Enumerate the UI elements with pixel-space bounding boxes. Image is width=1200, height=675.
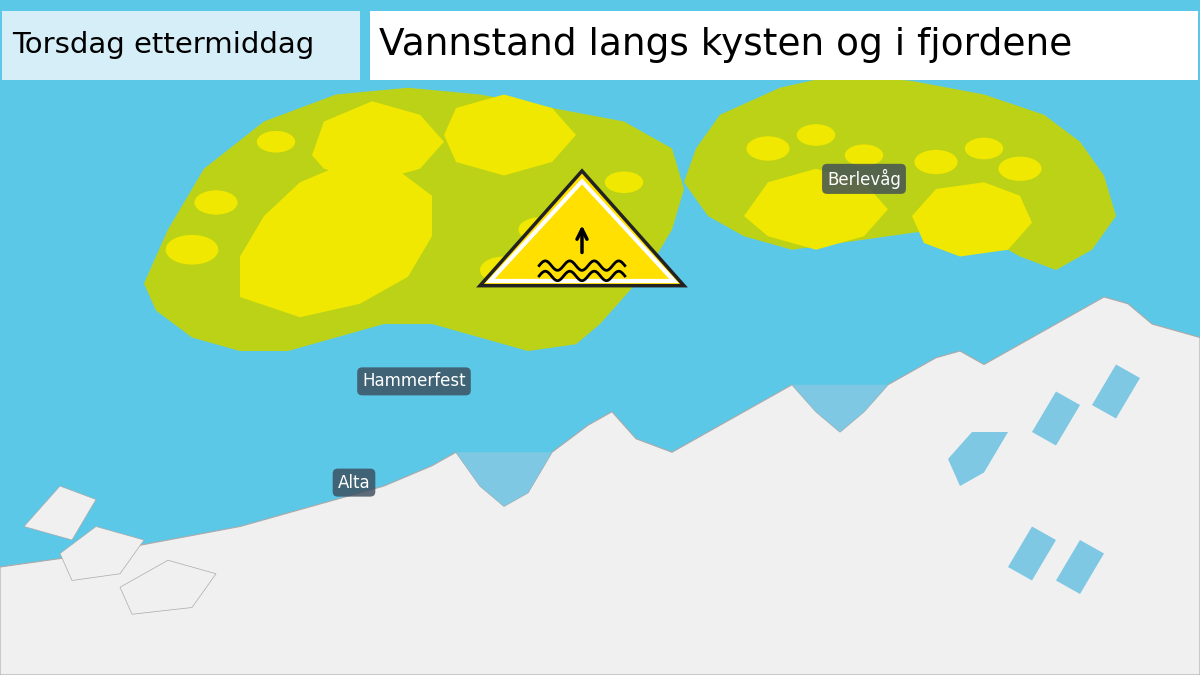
Polygon shape [912, 182, 1032, 256]
Circle shape [746, 136, 790, 161]
Polygon shape [240, 162, 432, 317]
Polygon shape [744, 169, 888, 250]
Polygon shape [948, 432, 1008, 486]
Polygon shape [456, 452, 552, 506]
Circle shape [480, 256, 528, 284]
Polygon shape [312, 101, 444, 182]
Text: Berlevåg: Berlevåg [827, 169, 901, 189]
FancyBboxPatch shape [2, 11, 360, 80]
Polygon shape [684, 74, 1116, 270]
Circle shape [965, 138, 1003, 159]
Polygon shape [792, 385, 888, 432]
Polygon shape [60, 526, 144, 580]
Circle shape [518, 217, 562, 242]
Polygon shape [1092, 364, 1140, 418]
Circle shape [998, 157, 1042, 181]
Polygon shape [480, 171, 684, 286]
Circle shape [194, 190, 238, 215]
Polygon shape [24, 486, 96, 540]
Polygon shape [1056, 540, 1104, 594]
Circle shape [166, 235, 218, 265]
Text: Alta: Alta [337, 474, 371, 491]
FancyBboxPatch shape [370, 11, 1198, 80]
Text: Vannstand langs kysten og i fjordene: Vannstand langs kysten og i fjordene [379, 27, 1073, 63]
Polygon shape [1008, 526, 1056, 580]
Polygon shape [0, 297, 1200, 675]
Polygon shape [120, 560, 216, 614]
Polygon shape [1032, 392, 1080, 446]
Polygon shape [144, 88, 684, 351]
Circle shape [845, 144, 883, 166]
Polygon shape [444, 95, 576, 176]
Circle shape [797, 124, 835, 146]
Circle shape [605, 171, 643, 193]
Polygon shape [490, 182, 674, 281]
Text: Torsdag ettermiddag: Torsdag ettermiddag [12, 31, 314, 59]
Circle shape [914, 150, 958, 174]
Text: Hammerfest: Hammerfest [362, 373, 466, 390]
Circle shape [257, 131, 295, 153]
